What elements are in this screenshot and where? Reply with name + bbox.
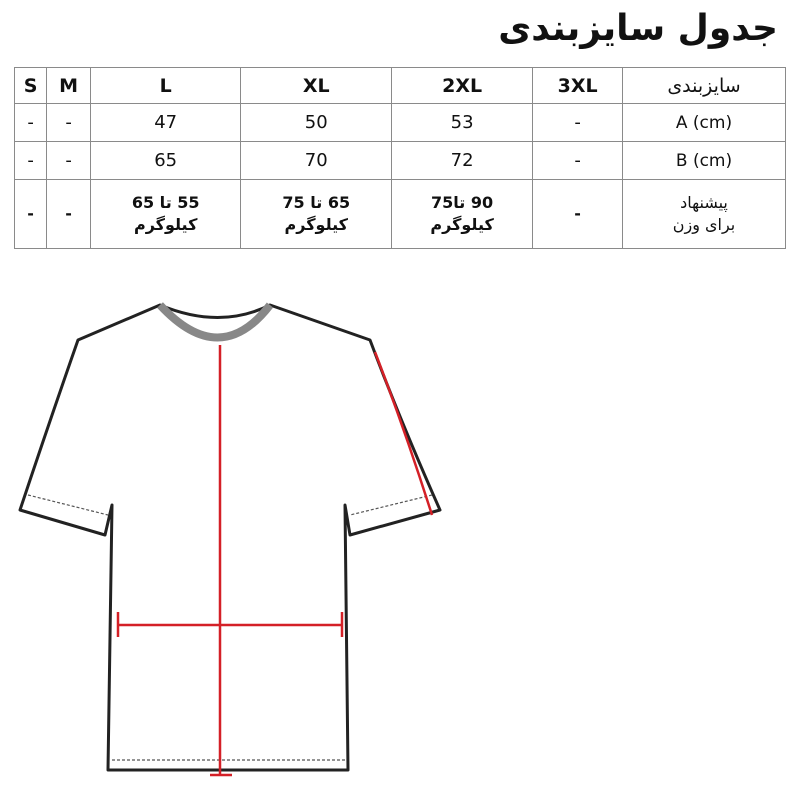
table-row-weight: پیشنهاد برای وزن - 90 تا75 کیلوگرم 65 تا 7… [13, 179, 786, 249]
table-row: B (cm) - 72 70 65 - - [13, 141, 786, 180]
cell: 50 [240, 103, 393, 142]
cell: - [13, 103, 48, 142]
cell: 65 تا 75 کیلوگرم [240, 179, 393, 249]
cell: 70 [240, 141, 393, 180]
size-table: سایزبندی 3XL 2XL XL L M S A (cm) - 53 50… [13, 67, 786, 249]
weight-unit: کیلوگرم [284, 215, 348, 234]
size-m: M [46, 67, 91, 104]
row-label: پیشنهاد برای وزن [622, 179, 786, 249]
cell: - [13, 141, 48, 180]
label-line: برای وزن [672, 215, 736, 234]
measure-sleeve [373, 351, 434, 516]
size-3xl: 3XL [532, 67, 623, 104]
weight-unit: کیلوگرم [133, 215, 198, 234]
cell: 90 تا75 کیلوگرم [391, 179, 534, 249]
cell: - [46, 179, 91, 249]
cell: 53 [391, 103, 534, 142]
weight-unit: کیلوگرم [430, 215, 494, 234]
tshirt-illustration [18, 302, 442, 777]
cell: - [46, 141, 91, 180]
page-title: جدول سایزبندی [498, 8, 778, 49]
row-label: B (cm) [622, 141, 786, 180]
tshirt-outline [18, 303, 442, 772]
cell: 47 [89, 103, 242, 142]
cell: - [532, 141, 623, 180]
cell: 55 تا 65 کیلوگرم [89, 179, 242, 249]
weight-range: 90 تا75 [431, 192, 494, 212]
row-label: A (cm) [622, 103, 786, 142]
cell: 72 [391, 141, 534, 180]
table-header-row: سایزبندی 3XL 2XL XL L M S [13, 67, 786, 104]
cell: - [532, 103, 623, 142]
cell: - [46, 103, 91, 142]
cell: - [532, 179, 623, 249]
size-xl: XL [240, 67, 393, 104]
size-l: L [89, 67, 242, 104]
table-row: A (cm) - 53 50 47 - - [13, 103, 786, 142]
weight-range: 55 تا 65 [131, 192, 200, 212]
size-2xl: 2XL [391, 67, 534, 104]
measure-lines [116, 345, 434, 777]
cell: - [13, 179, 48, 249]
tshirt-collar [157, 302, 274, 342]
weight-range: 65 تا 75 [282, 192, 351, 212]
header-label: سایزبندی [622, 67, 786, 104]
cell: 65 [89, 141, 242, 180]
size-s: S [13, 67, 48, 104]
label-line: پیشنهاد [680, 192, 728, 212]
